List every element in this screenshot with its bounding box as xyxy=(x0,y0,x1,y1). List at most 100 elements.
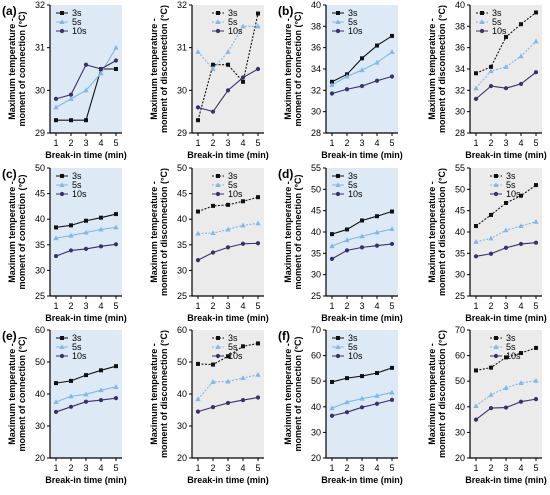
legend-label-5s: 5s xyxy=(492,17,502,27)
panel-label: (b) xyxy=(278,4,293,18)
data-point-10s xyxy=(533,397,539,402)
y-tick-label: 34 xyxy=(311,64,321,74)
plot-background xyxy=(326,168,398,296)
legend-label-5s: 5s xyxy=(506,342,516,352)
legend-label-5s: 5s xyxy=(72,180,82,190)
y-axis-title-line: moment of disconnection (°C) xyxy=(437,5,447,133)
data-point-10s xyxy=(518,81,524,87)
data-point-5s xyxy=(329,82,335,87)
x-tick-label: 4 xyxy=(98,301,103,311)
data-point-5s xyxy=(210,379,216,384)
data-point-5s xyxy=(488,391,494,397)
y-tick-label: 40 xyxy=(35,214,45,224)
x-tick-label: 5 xyxy=(113,138,118,148)
legend-marker-3s xyxy=(60,336,64,340)
data-point-3s xyxy=(54,118,58,123)
y-tick-label: 40 xyxy=(311,227,321,237)
data-point-10s xyxy=(389,74,395,79)
data-point-3s xyxy=(84,218,88,223)
y-axis-title: Maximum temperature -moment of connectio… xyxy=(283,336,303,451)
y-axis-title-line: Maximum temperature - xyxy=(283,181,293,283)
x-tick-label: 3 xyxy=(503,138,508,148)
data-point-5s xyxy=(240,23,246,29)
legend-marker-3s xyxy=(336,11,340,15)
legend-marker-10s xyxy=(335,28,341,34)
data-point-3s xyxy=(504,35,508,39)
legend-label-10s: 10s xyxy=(228,351,243,361)
legend-label-10s: 10s xyxy=(228,189,243,199)
data-point-3s xyxy=(375,43,379,48)
data-point-3s xyxy=(226,62,230,67)
data-point-10s xyxy=(240,397,246,403)
data-point-5s xyxy=(533,218,539,224)
legend-label-3s: 3s xyxy=(506,333,516,343)
x-tick-label: 3 xyxy=(359,301,364,311)
data-point-5s xyxy=(329,243,335,249)
x-axis-title: Break-in time (min) xyxy=(321,313,403,323)
legend-label-10s: 10s xyxy=(506,351,521,361)
data-point-5s xyxy=(98,387,104,393)
data-point-3s xyxy=(474,224,478,229)
y-tick-label: 32 xyxy=(177,0,187,10)
data-point-3s xyxy=(241,199,245,204)
x-tick-label: 4 xyxy=(240,138,245,148)
series-line-5s xyxy=(197,374,259,400)
legend-label-3s: 3s xyxy=(72,8,82,18)
data-point-10s xyxy=(329,256,335,261)
data-point-10s xyxy=(195,105,201,110)
data-point-3s xyxy=(99,368,103,373)
data-point-10s xyxy=(68,92,74,97)
data-point-3s xyxy=(114,67,118,71)
x-tick-label: 1 xyxy=(329,301,334,311)
y-tick-label: 25 xyxy=(311,291,321,301)
data-point-5s xyxy=(195,49,201,54)
y-axis-title-line: moment of connection (°C) xyxy=(293,174,303,289)
data-point-10s xyxy=(240,241,246,246)
x-tick-label: 1 xyxy=(473,463,478,473)
legend-label-5s: 5s xyxy=(228,17,238,27)
y-axis-title: Maximum temperature -moment of disconnec… xyxy=(149,5,169,133)
x-tick-label: 5 xyxy=(533,138,538,148)
x-tick-label: 2 xyxy=(210,301,215,311)
data-point-5s xyxy=(518,53,524,59)
x-tick-label: 2 xyxy=(210,463,215,473)
data-point-3s xyxy=(519,351,523,356)
legend-label-10s: 10s xyxy=(506,189,521,199)
data-point-10s xyxy=(359,245,365,250)
x-tick-label: 3 xyxy=(83,138,88,148)
y-tick-label: 20 xyxy=(455,453,465,463)
y-tick-label: 28 xyxy=(311,128,321,138)
x-tick-label: 2 xyxy=(344,301,349,311)
data-point-5s xyxy=(255,372,261,377)
data-point-3s xyxy=(390,209,394,214)
x-axis-title: Break-in time (min) xyxy=(45,313,127,323)
legend-marker-10s xyxy=(59,353,65,359)
data-point-3s xyxy=(69,223,73,228)
x-tick-label: 3 xyxy=(83,301,88,311)
data-point-10s xyxy=(225,245,231,250)
y-axis-title: Maximum temperature -moment of disconnec… xyxy=(149,168,169,296)
data-point-3s xyxy=(54,381,58,386)
data-point-5s xyxy=(83,229,89,235)
x-axis-title: Break-in time (min) xyxy=(187,313,269,323)
data-point-5s xyxy=(68,393,74,399)
data-point-10s xyxy=(374,243,380,248)
chart-panel-2: 29 30 31 32 1 2 3 4 5 Break-in time (min) Maximum … xyxy=(149,0,269,160)
data-point-3s xyxy=(241,79,245,84)
data-point-5s xyxy=(359,67,365,73)
legend-label-5s: 5s xyxy=(348,342,358,352)
x-tick-label: 5 xyxy=(113,463,118,473)
y-tick-label: 32 xyxy=(311,85,321,95)
x-tick-label: 1 xyxy=(329,138,334,148)
data-point-5s xyxy=(488,68,494,74)
data-point-10s xyxy=(344,410,350,415)
data-point-5s xyxy=(533,377,539,383)
legend-marker-5s xyxy=(215,344,221,349)
y-axis-title: Maximum temperature -moment of connectio… xyxy=(7,11,27,126)
x-tick-label: 5 xyxy=(255,301,260,311)
data-point-5s xyxy=(195,230,201,236)
legend-marker-3s xyxy=(60,174,64,178)
data-point-5s xyxy=(195,396,201,402)
